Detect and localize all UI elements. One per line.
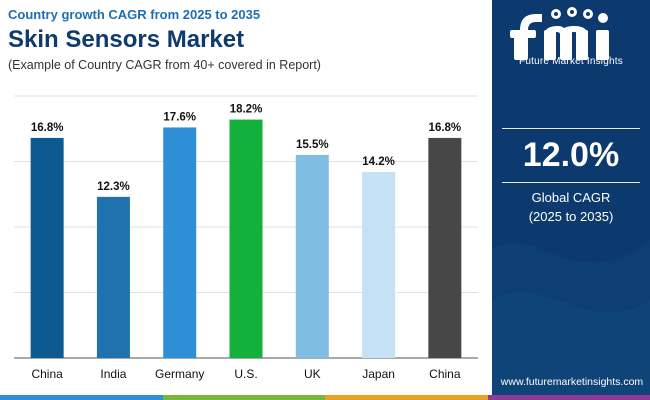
bar-chart: 16.8% China 12.3% India 17.6% Germany 18.2% U.S… — [14, 95, 478, 381]
data-label: 16.8% — [429, 122, 462, 134]
x-tick-label: China — [31, 367, 63, 381]
bar-india-1 — [96, 196, 130, 358]
bar-germany-2 — [163, 127, 197, 358]
panel-divider — [502, 128, 640, 129]
x-tick-label: Japan — [362, 367, 395, 381]
fmi-logo — [510, 7, 609, 60]
bottom-bar-segment — [325, 395, 488, 400]
global-cagr-label-line1: Global CAGR — [531, 190, 611, 205]
data-label: 17.6% — [163, 111, 196, 123]
chart-title: Skin Sensors Market — [8, 26, 245, 53]
panel-background-pattern — [492, 240, 650, 400]
panel-divider — [502, 182, 640, 183]
summary-panel: Future Market Insights 12.0% Global CAGR… — [492, 0, 650, 400]
chart-header: Country growth CAGR from 2025 to 2035 Sk… — [8, 6, 488, 73]
x-tick-label: India — [100, 367, 126, 381]
chart-subtitle: (Example of Country CAGR from 40+ covere… — [8, 58, 321, 72]
x-tick-label: Germany — [155, 367, 204, 381]
chart-kicker: Country growth CAGR from 2025 to 2035 — [8, 7, 261, 22]
global-cagr-label-line2: (2025 to 2035) — [528, 209, 614, 224]
bar-japan-5 — [362, 171, 396, 358]
bottom-bar-segment — [0, 395, 163, 400]
bar-china-6 — [428, 137, 462, 358]
bottom-bar-segment — [162, 395, 325, 400]
data-label: 12.3% — [97, 181, 130, 193]
x-tick-label: U.S. — [234, 367, 257, 381]
website-url[interactable]: www.futuremarketinsights.com — [500, 376, 644, 388]
bottom-color-bar — [0, 395, 650, 400]
bottom-bar-segment — [487, 395, 650, 400]
global-cagr-label: Global CAGR (2025 to 2035) — [492, 188, 650, 226]
bar-uk-4 — [295, 154, 329, 358]
data-label: 14.2% — [362, 156, 395, 168]
brand-name: Future Market Insights — [519, 56, 623, 67]
data-label: 15.5% — [296, 139, 329, 151]
data-label: 16.8% — [31, 122, 64, 134]
bar-us-3 — [229, 119, 263, 358]
bar-china-0 — [30, 137, 64, 358]
global-cagr-value: 12.0% — [522, 136, 620, 174]
x-tick-label: China — [429, 367, 461, 381]
data-label: 18.2% — [230, 104, 263, 116]
x-tick-label: UK — [304, 367, 321, 381]
